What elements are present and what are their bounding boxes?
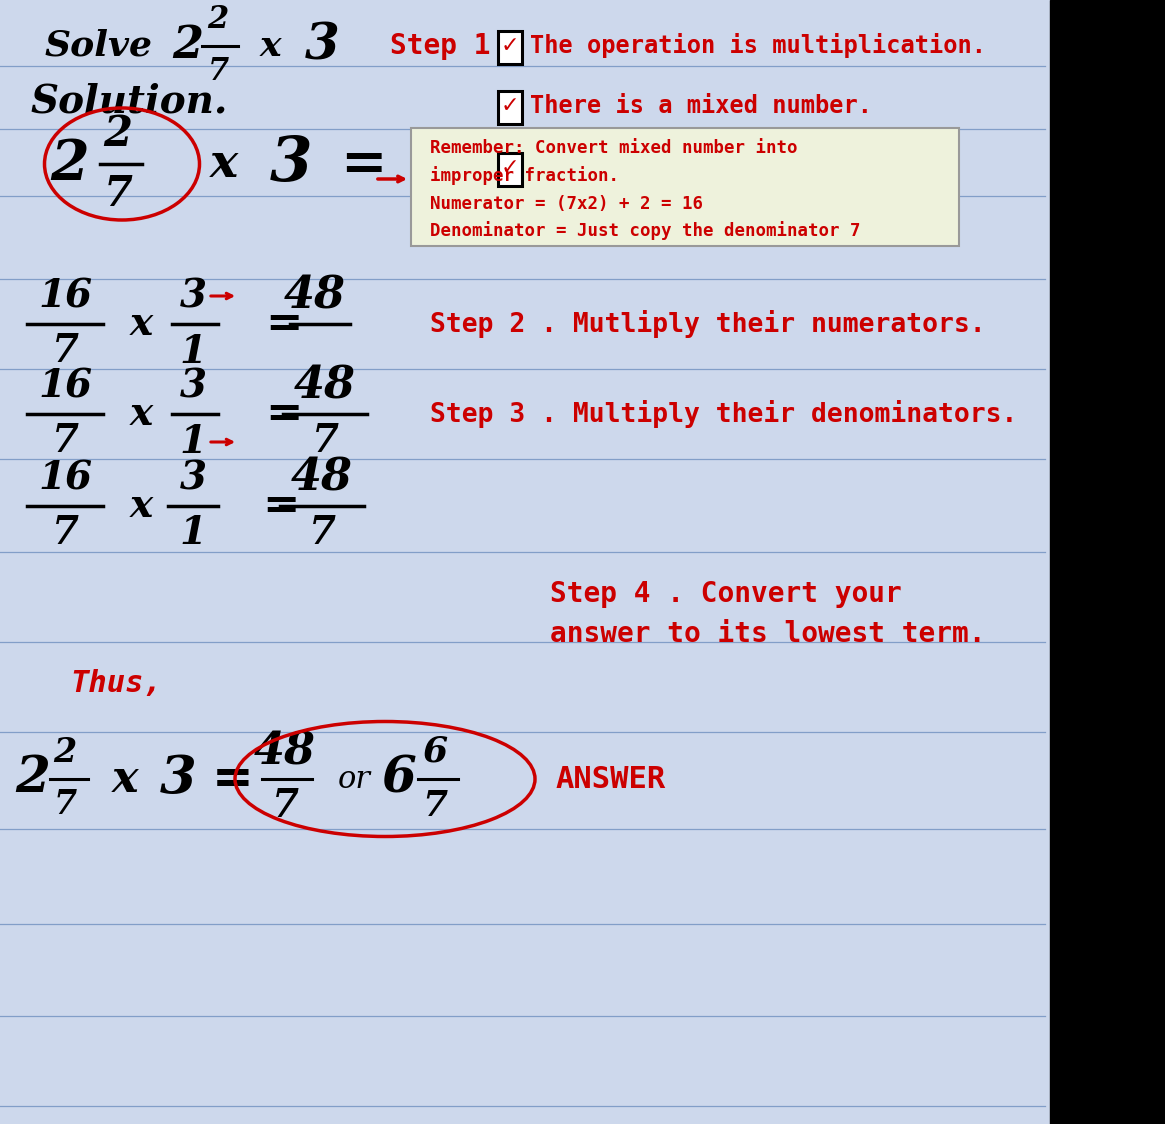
FancyBboxPatch shape: [497, 31, 522, 64]
Text: 2: 2: [54, 736, 77, 770]
Text: 3: 3: [160, 753, 197, 805]
Text: The operation is multiplication.: The operation is multiplication.: [530, 34, 986, 58]
Text: ✓: ✓: [501, 36, 520, 56]
Text: 48: 48: [254, 731, 316, 773]
Text: 3: 3: [305, 21, 340, 71]
Text: or: or: [338, 763, 370, 795]
Text: 7: 7: [51, 422, 78, 460]
Text: Remember: Convert mixed number into: Remember: Convert mixed number into: [430, 139, 798, 157]
FancyBboxPatch shape: [497, 153, 522, 185]
Text: x: x: [260, 29, 282, 63]
Text: =: =: [340, 136, 387, 191]
Text: There is a mixed number.: There is a mixed number.: [530, 94, 871, 118]
Text: Denominator = Just copy the denominator 7: Denominator = Just copy the denominator …: [430, 221, 861, 241]
Text: Step 3 . Multiply their denominators.: Step 3 . Multiply their denominators.: [430, 400, 1017, 428]
Text: 3: 3: [179, 368, 206, 405]
Text: 6: 6: [382, 754, 417, 804]
Text: x: x: [210, 140, 238, 187]
Text: ✓: ✓: [501, 96, 520, 116]
Text: x: x: [130, 305, 153, 343]
Text: 1: 1: [179, 514, 206, 552]
Text: 16: 16: [38, 459, 92, 497]
Text: Thus,: Thus,: [70, 670, 162, 698]
Text: Numerator = (7x2) + 2 = 16: Numerator = (7x2) + 2 = 16: [430, 194, 702, 214]
Text: Step 2 . Mutliply their numerators.: Step 2 . Mutliply their numerators.: [430, 310, 986, 338]
Text: Solve: Solve: [45, 29, 153, 63]
Text: Solution.: Solution.: [30, 83, 227, 121]
Text: =: =: [264, 302, 303, 345]
Text: x: x: [112, 758, 139, 800]
Text: 7: 7: [54, 789, 77, 822]
Text: 7: 7: [311, 422, 339, 460]
FancyBboxPatch shape: [411, 128, 959, 246]
Text: Step 4 . Convert your: Step 4 . Convert your: [550, 580, 902, 608]
Text: x: x: [130, 395, 153, 433]
Text: 7: 7: [423, 789, 447, 823]
Text: 7: 7: [207, 56, 228, 88]
Text: =: =: [212, 754, 254, 804]
Text: 7: 7: [271, 787, 298, 825]
Text: 2: 2: [50, 136, 89, 191]
Text: 16: 16: [38, 368, 92, 405]
Text: 1: 1: [179, 333, 206, 371]
Text: 16: 16: [38, 277, 92, 315]
Bar: [1050, 0, 1165, 1124]
Text: ANSWER: ANSWER: [555, 764, 665, 794]
Text: =: =: [262, 484, 299, 527]
Text: 2: 2: [104, 114, 133, 155]
Text: answer to its lowest term.: answer to its lowest term.: [550, 620, 986, 649]
Text: improper fraction.: improper fraction.: [430, 166, 619, 185]
Text: Step 1 .: Step 1 .: [390, 31, 524, 60]
Text: 2: 2: [207, 4, 228, 36]
Text: =: =: [264, 392, 303, 435]
Text: 7: 7: [104, 173, 133, 215]
Text: 48: 48: [294, 364, 356, 408]
Text: 1: 1: [179, 423, 206, 461]
Text: There is a whole number.: There is a whole number.: [530, 156, 901, 180]
Text: 7: 7: [51, 332, 78, 370]
Text: 7: 7: [51, 514, 78, 552]
Text: 48: 48: [291, 456, 353, 499]
Text: ✓: ✓: [501, 158, 520, 178]
Text: 6: 6: [423, 735, 447, 769]
Text: 48: 48: [284, 274, 346, 317]
Text: 7: 7: [309, 514, 336, 552]
Text: 3: 3: [179, 277, 206, 315]
Text: 3: 3: [270, 134, 312, 194]
Text: 2: 2: [172, 25, 203, 67]
Text: 3: 3: [179, 459, 206, 497]
Text: 2: 2: [15, 754, 50, 804]
FancyBboxPatch shape: [497, 91, 522, 124]
Text: x: x: [130, 487, 153, 525]
